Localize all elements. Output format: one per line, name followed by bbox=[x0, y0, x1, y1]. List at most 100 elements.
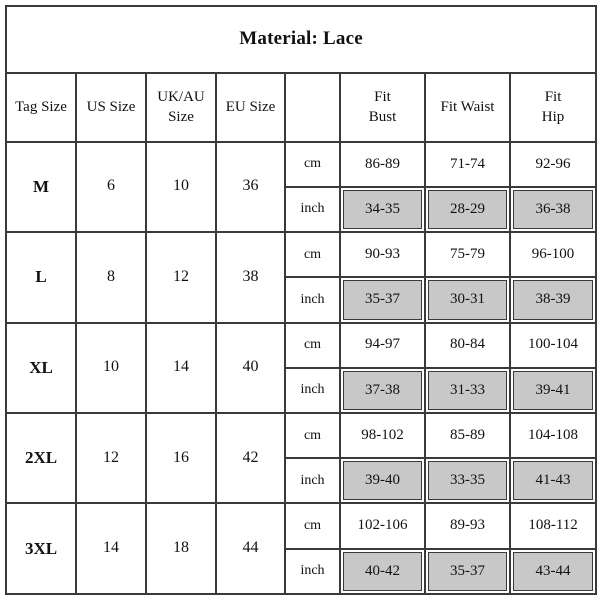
waist-inch-value: 31-33 bbox=[428, 370, 507, 410]
size-row-cm: L 8 12 38 cm 90-93 75-79 96-100 bbox=[5, 231, 598, 324]
eu-size-cell: 42 bbox=[215, 411, 286, 505]
hip-inch-value: 36-38 bbox=[513, 189, 594, 230]
size-row-cm: M 6 10 36 cm 86-89 71-74 92-96 bbox=[5, 140, 598, 234]
hip-inch-value: 43-44 bbox=[513, 551, 594, 591]
bust-inch-cell: 35-37 bbox=[339, 276, 426, 324]
header-unit bbox=[284, 72, 341, 143]
hip-inch-cell: 38-39 bbox=[508, 276, 598, 324]
header-uk-au-size-line2: Size bbox=[168, 108, 194, 125]
header-fit-bust: Fit Bust bbox=[339, 72, 426, 143]
hip-cm-cell: 96-100 bbox=[508, 231, 598, 279]
tag-size-cell: 2XL bbox=[5, 411, 77, 505]
waist-inch-cell: 33-35 bbox=[424, 457, 511, 505]
unit-cell-inch: inch bbox=[284, 366, 341, 414]
bust-inch-value: 37-38 bbox=[343, 370, 422, 410]
eu-size-cell: 40 bbox=[215, 321, 286, 414]
unit-cell-inch: inch bbox=[284, 547, 341, 596]
waist-inch-value: 28-29 bbox=[428, 189, 507, 230]
uk-au-size-cell: 10 bbox=[145, 140, 217, 234]
size-row-cm: 2XL 12 16 42 cm 98-102 85-89 104-108 bbox=[5, 411, 598, 505]
hip-cm-cell: 100-104 bbox=[508, 321, 598, 369]
bust-inch-cell: 34-35 bbox=[339, 185, 426, 234]
bust-cm-cell: 86-89 bbox=[339, 140, 426, 188]
tag-size-cell: XL bbox=[5, 321, 77, 414]
bust-cm-cell: 94-97 bbox=[339, 321, 426, 369]
waist-inch-cell: 30-31 bbox=[424, 276, 511, 324]
size-chart: Material: Lace Tag Size US Size UK/AU Si… bbox=[4, 4, 598, 596]
bust-cm-cell: 98-102 bbox=[339, 411, 426, 460]
unit-cell-inch: inch bbox=[284, 276, 341, 324]
waist-inch-cell: 31-33 bbox=[424, 366, 511, 414]
table-title: Material: Lace bbox=[4, 4, 598, 75]
uk-au-size-cell: 12 bbox=[145, 231, 217, 324]
header-fit-hip-line1: Fit bbox=[544, 89, 562, 105]
bust-inch-value: 39-40 bbox=[343, 461, 422, 501]
uk-au-size-cell: 16 bbox=[145, 411, 217, 505]
size-table: Material: Lace Tag Size US Size UK/AU Si… bbox=[4, 4, 598, 596]
header-fit-bust-line1: Fit bbox=[374, 89, 391, 105]
hip-inch-value: 39-41 bbox=[513, 370, 594, 410]
tag-size-cell: L bbox=[5, 231, 77, 324]
hip-inch-value: 41-43 bbox=[513, 461, 594, 501]
eu-size-cell: 38 bbox=[215, 231, 286, 324]
size-row-inch: inch 40-42 35-37 43-44 bbox=[6, 547, 598, 596]
us-size-cell: 12 bbox=[75, 411, 147, 505]
unit-cell-cm: cm bbox=[284, 321, 341, 369]
header-fit-waist: Fit Waist bbox=[424, 72, 511, 143]
us-size-cell: 6 bbox=[75, 140, 147, 234]
header-row: Tag Size US Size UK/AU Size EU Size Fit … bbox=[5, 72, 598, 143]
hip-cm-cell: 104-108 bbox=[508, 411, 598, 460]
bust-cm-cell: 90-93 bbox=[339, 231, 426, 279]
us-size-cell: 10 bbox=[75, 321, 147, 414]
unit-cell-cm: cm bbox=[284, 231, 341, 279]
waist-cm-cell: 75-79 bbox=[424, 231, 511, 279]
waist-cm-cell: 85-89 bbox=[424, 411, 511, 460]
tag-size-cell: M bbox=[5, 140, 77, 234]
hip-inch-cell: 43-44 bbox=[508, 547, 598, 596]
unit-cell-cm: cm bbox=[284, 411, 341, 460]
size-row-cm: 3XL 14 18 44 cm 102-106 89-93 108-112 bbox=[5, 502, 598, 595]
waist-inch-cell: 28-29 bbox=[424, 185, 511, 234]
waist-inch-value: 30-31 bbox=[428, 280, 507, 320]
bust-inch-value: 40-42 bbox=[343, 551, 422, 591]
size-row-inch: inch 34-35 28-29 36-38 bbox=[6, 185, 598, 234]
header-fit-bust-line2: Bust bbox=[368, 108, 397, 125]
waist-inch-cell: 35-37 bbox=[424, 547, 511, 596]
waist-inch-value: 35-37 bbox=[428, 551, 507, 591]
hip-cm-cell: 108-112 bbox=[508, 502, 598, 550]
hip-cm-cell: 92-96 bbox=[508, 140, 598, 188]
size-row-cm: XL 10 14 40 cm 94-97 80-84 100-104 bbox=[5, 321, 598, 414]
header-fit-hip: Fit Hip bbox=[508, 72, 598, 143]
uk-au-size-cell: 14 bbox=[145, 321, 217, 414]
eu-size-cell: 44 bbox=[215, 502, 286, 595]
waist-cm-cell: 80-84 bbox=[424, 321, 511, 369]
hip-inch-cell: 36-38 bbox=[508, 185, 598, 234]
bust-inch-value: 35-37 bbox=[343, 280, 422, 320]
tag-size-cell: 3XL bbox=[5, 502, 77, 595]
header-fit-hip-line2: Hip bbox=[541, 108, 565, 125]
waist-cm-cell: 71-74 bbox=[424, 140, 511, 188]
header-eu-size: EU Size bbox=[215, 72, 286, 143]
hip-inch-value: 38-39 bbox=[513, 280, 594, 320]
bust-inch-value: 34-35 bbox=[343, 189, 422, 230]
bust-cm-cell: 102-106 bbox=[339, 502, 426, 550]
size-row-inch: inch 37-38 31-33 39-41 bbox=[6, 366, 598, 414]
bust-inch-cell: 39-40 bbox=[339, 457, 426, 505]
header-tag-size: Tag Size bbox=[5, 72, 77, 143]
unit-cell-inch: inch bbox=[284, 185, 341, 234]
header-uk-au-size-line1: UK/AU bbox=[157, 89, 205, 105]
us-size-cell: 14 bbox=[75, 502, 147, 595]
bust-inch-cell: 40-42 bbox=[339, 547, 426, 596]
size-row-inch: inch 35-37 30-31 38-39 bbox=[6, 276, 598, 324]
hip-inch-cell: 39-41 bbox=[508, 366, 598, 414]
unit-cell-cm: cm bbox=[284, 140, 341, 188]
header-us-size: US Size bbox=[75, 72, 147, 143]
eu-size-cell: 36 bbox=[215, 140, 286, 234]
uk-au-size-cell: 18 bbox=[145, 502, 217, 595]
unit-cell-inch: inch bbox=[284, 457, 341, 505]
unit-cell-cm: cm bbox=[284, 502, 341, 550]
waist-inch-value: 33-35 bbox=[428, 461, 507, 501]
waist-cm-cell: 89-93 bbox=[424, 502, 511, 550]
bust-inch-cell: 37-38 bbox=[339, 366, 426, 414]
header-uk-au-size: UK/AU Size bbox=[145, 72, 217, 143]
